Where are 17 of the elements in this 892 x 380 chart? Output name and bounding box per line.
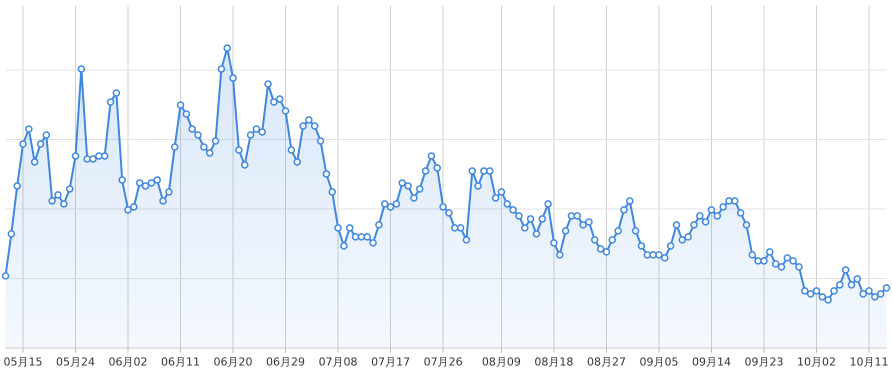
x-tick-label: 06月29 bbox=[266, 355, 306, 368]
x-tick-label: 07月08 bbox=[318, 355, 358, 368]
x-tick-label: 09月05 bbox=[639, 355, 678, 368]
x-tick-label: 08月09 bbox=[482, 355, 521, 368]
x-tick-label: 06月20 bbox=[214, 355, 253, 368]
x-tick-label: 06月11 bbox=[161, 355, 200, 368]
x-tick-label: 05月15 bbox=[4, 355, 43, 368]
x-tick-label: 10月11 bbox=[849, 355, 888, 368]
x-tick-label: 10月02 bbox=[796, 355, 836, 368]
x-tick-label: 08月18 bbox=[534, 355, 574, 368]
x-tick-label: 08月27 bbox=[586, 355, 626, 368]
x-tick-label: 06月02 bbox=[108, 355, 148, 368]
x-tick-label: 07月26 bbox=[424, 355, 463, 368]
x-tick-label: 09月23 bbox=[744, 355, 784, 368]
x-tick-label: 07月17 bbox=[371, 355, 410, 368]
x-tick-label: 09月14 bbox=[692, 355, 731, 368]
x-tick-label: 05月24 bbox=[56, 355, 96, 368]
